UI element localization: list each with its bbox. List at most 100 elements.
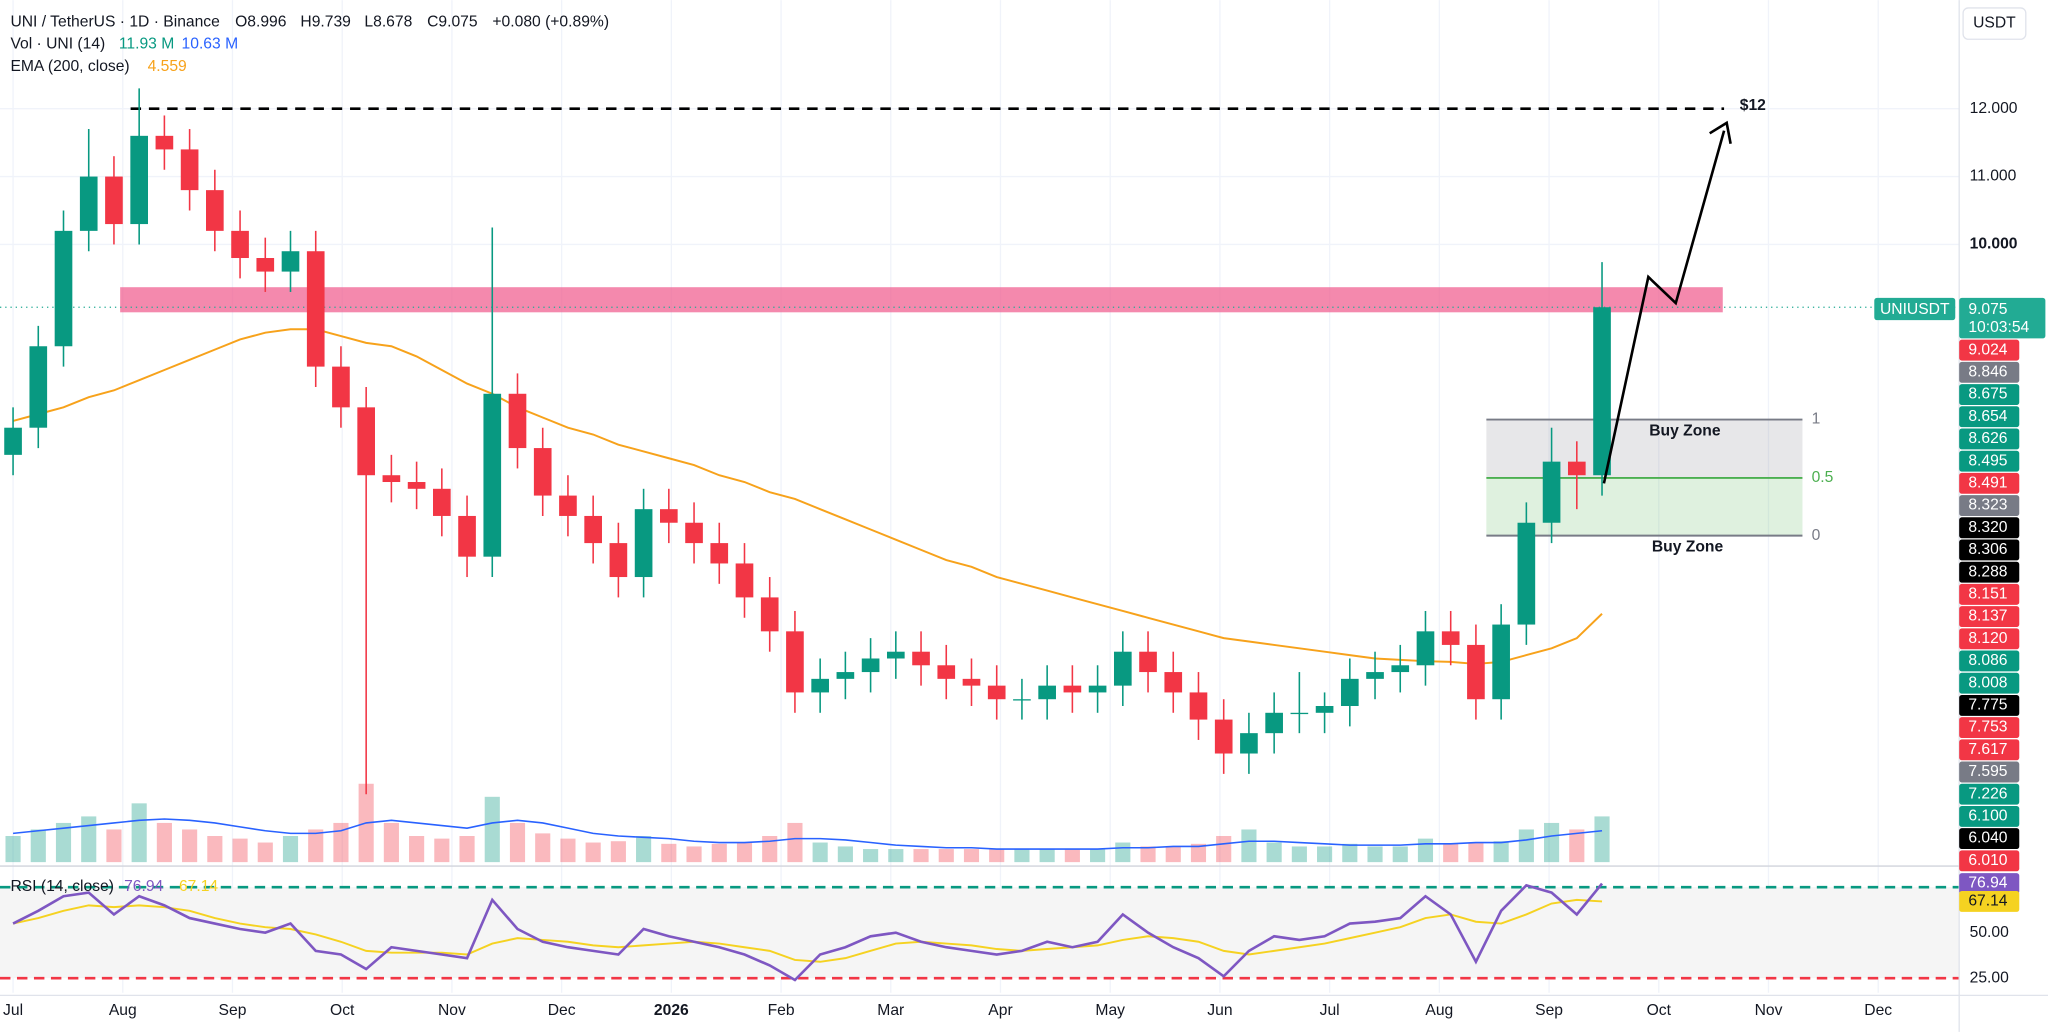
volume-ma-line bbox=[12, 818, 1603, 850]
price-tag-text: 8.654 bbox=[1968, 408, 2007, 425]
candle-body bbox=[1366, 672, 1384, 679]
candle-body bbox=[912, 651, 930, 666]
ohlc-change: +0.080 (+0.89%) bbox=[492, 13, 609, 30]
volume-value: 11.93 M bbox=[119, 36, 174, 53]
price-tag bbox=[1959, 628, 2020, 650]
volume-bar bbox=[484, 796, 500, 863]
price-tag-text: 8.323 bbox=[1968, 497, 2007, 514]
volume-bar bbox=[1544, 822, 1560, 863]
candle-body bbox=[1441, 631, 1460, 645]
price-tag bbox=[1959, 828, 2020, 850]
candle-body bbox=[1240, 733, 1258, 754]
candle-body bbox=[559, 495, 577, 516]
volume-bar bbox=[535, 833, 551, 863]
currency-button[interactable] bbox=[1962, 7, 2027, 40]
volume-bar bbox=[1140, 846, 1156, 863]
plot bbox=[0, 88, 1960, 982]
candle-body bbox=[1088, 685, 1107, 693]
price-tag-text: 8.306 bbox=[1968, 541, 2007, 558]
y-tick-label: 10.000 bbox=[1970, 236, 2018, 253]
volume-bar bbox=[1291, 846, 1307, 863]
volume-bar bbox=[182, 829, 198, 863]
volume-bar bbox=[1317, 846, 1333, 863]
candle-body bbox=[1517, 522, 1536, 625]
x-tick-label: Oct bbox=[330, 1002, 355, 1019]
volume-bar bbox=[1468, 842, 1484, 863]
candle-body bbox=[508, 393, 527, 449]
candle-body bbox=[130, 135, 148, 225]
price-tag bbox=[1959, 361, 2020, 383]
rsi-band bbox=[0, 887, 1960, 979]
price-tag bbox=[1959, 761, 2020, 783]
fib-level-label: 0 bbox=[1812, 527, 1821, 544]
candle-body bbox=[533, 448, 552, 496]
candle-body bbox=[79, 176, 98, 231]
rsi-line bbox=[12, 882, 1604, 982]
volume-bar bbox=[1014, 849, 1030, 863]
candle-body bbox=[1189, 692, 1208, 720]
price-tag bbox=[1959, 650, 2020, 672]
volume-bar bbox=[888, 849, 904, 863]
currency[interactable]: USDT bbox=[1973, 15, 2016, 32]
x-tick-label: Dec bbox=[1864, 1002, 1892, 1019]
volume-bar bbox=[913, 849, 929, 863]
candle-body bbox=[458, 515, 476, 557]
grid bbox=[0, 0, 1960, 993]
volume-bar bbox=[989, 849, 1005, 863]
buy-zone-upper bbox=[1486, 419, 1803, 478]
volume-bar bbox=[938, 849, 954, 863]
volume-bar bbox=[1392, 846, 1408, 863]
symbol-tag bbox=[1874, 297, 1956, 321]
price-tag-text: 9.024 bbox=[1968, 341, 2007, 358]
buy-zone-label: Buy Zone bbox=[1652, 539, 1724, 556]
resistance-zone bbox=[120, 287, 1723, 313]
candle-body bbox=[1013, 699, 1031, 701]
x-tick-label: 2026 bbox=[654, 1002, 689, 1019]
candle-body bbox=[685, 522, 703, 544]
price-tag bbox=[1959, 805, 2020, 827]
candle-body bbox=[29, 346, 48, 428]
volume-bar bbox=[1493, 841, 1509, 863]
volume-bar bbox=[333, 822, 349, 863]
volume-bar bbox=[1064, 849, 1080, 863]
price-tag-text: 7.595 bbox=[1968, 763, 2007, 780]
candle-body bbox=[1542, 461, 1561, 523]
candle-body bbox=[256, 258, 275, 272]
last-price: 9.075 bbox=[1968, 301, 2007, 318]
rsi-tag bbox=[1959, 873, 2020, 895]
x-tick-label: Jun bbox=[1207, 1002, 1232, 1019]
x-tick-label: Oct bbox=[1647, 1002, 1672, 1019]
volume-bar bbox=[1594, 816, 1610, 863]
price-tag bbox=[1959, 850, 2020, 872]
candle-body bbox=[180, 149, 199, 191]
price-tag bbox=[1959, 450, 2020, 472]
candle-body bbox=[433, 488, 451, 516]
price-tag bbox=[1959, 495, 2020, 516]
countdown: 10:03:54 bbox=[1968, 319, 2029, 336]
candle-body bbox=[861, 658, 880, 673]
volume-bar bbox=[1241, 829, 1257, 863]
candle-body bbox=[206, 190, 224, 231]
volume-bar bbox=[636, 836, 652, 863]
volume-bar bbox=[81, 816, 97, 863]
rsi-ma-tag bbox=[1959, 890, 2020, 912]
volume-bar bbox=[1165, 846, 1181, 863]
price-tag-text: 8.320 bbox=[1968, 519, 2007, 536]
volume-bar bbox=[863, 849, 879, 863]
x-tick-label: Aug bbox=[109, 1002, 137, 1019]
x-tick-label: May bbox=[1095, 1002, 1125, 1019]
ema-value: 4.559 bbox=[148, 58, 187, 75]
price-tag-text: 7.775 bbox=[1968, 697, 2007, 714]
volume-bar bbox=[711, 843, 727, 863]
x-tick-label: Mar bbox=[877, 1002, 904, 1019]
price-tag-text: 6.100 bbox=[1968, 808, 2007, 825]
x-tick-label: Nov bbox=[1755, 1002, 1783, 1019]
buy-zone-label: Buy Zone bbox=[1649, 422, 1721, 439]
candle-body bbox=[886, 651, 905, 659]
price-tag bbox=[1959, 406, 2020, 428]
candle-body bbox=[231, 230, 249, 259]
volume-bar bbox=[1417, 838, 1434, 863]
candle-body bbox=[155, 135, 174, 150]
volume-bar bbox=[232, 838, 248, 863]
